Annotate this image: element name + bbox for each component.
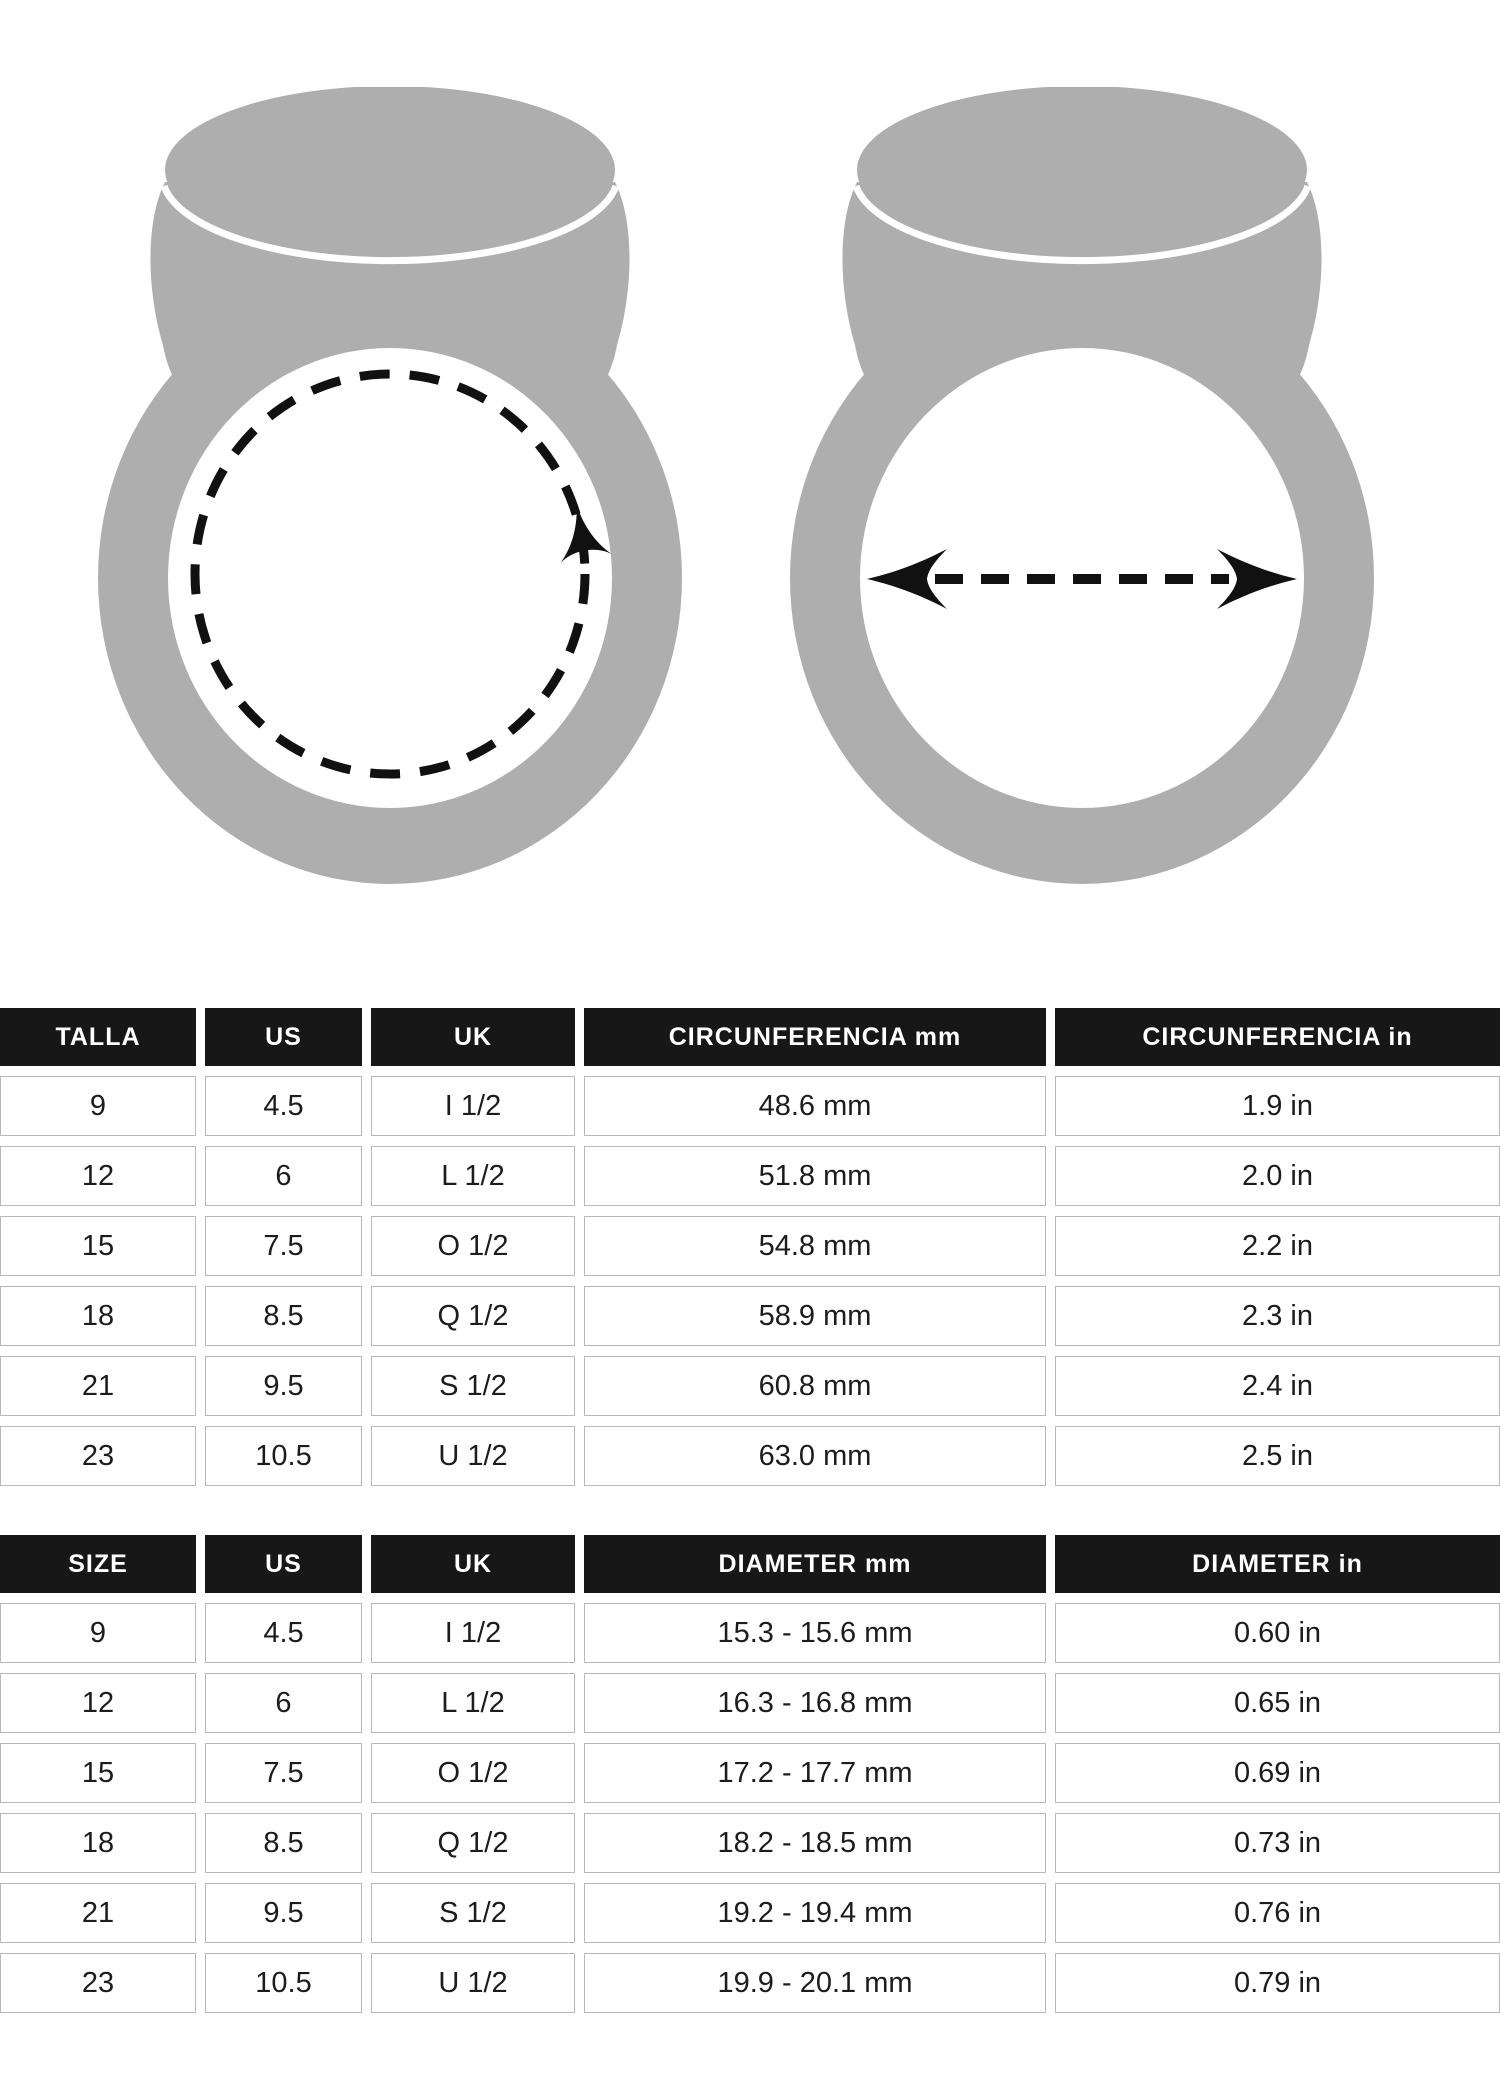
table-cell: 19.9 - 20.1 mm	[584, 1953, 1046, 2013]
circumference-dashed-arrow-icon	[190, 369, 612, 779]
table-cell: I 1/2	[371, 1076, 575, 1136]
table-cell: 4.5	[205, 1603, 362, 1663]
table-cell: 18	[0, 1286, 196, 1346]
table-cell: 9.5	[205, 1356, 362, 1416]
header-cell: US	[205, 1008, 362, 1066]
table-cell: 10.5	[205, 1953, 362, 2013]
diameter-double-arrow-icon	[867, 549, 1297, 609]
diameter-size-table: SIZE US UK DIAMETER mm DIAMETER in 9 4.5 I 1/2 1…	[0, 1535, 1500, 2013]
table-cell: I 1/2	[371, 1603, 575, 1663]
table-cell: 54.8 mm	[584, 1216, 1046, 1276]
table-cell: 1.9 in	[1055, 1076, 1500, 1136]
table-cell: 0.79 in	[1055, 1953, 1500, 2013]
table-cell: 6	[205, 1146, 362, 1206]
table-cell: 58.9 mm	[584, 1286, 1046, 1346]
table-cell: 18.2 - 18.5 mm	[584, 1813, 1046, 1873]
header-cell: TALLA	[0, 1008, 196, 1066]
table-cell: Q 1/2	[371, 1286, 575, 1346]
table-cell: S 1/2	[371, 1356, 575, 1416]
table-cell: 8.5	[205, 1813, 362, 1873]
table-cell: 15.3 - 15.6 mm	[584, 1603, 1046, 1663]
table-cell: 0.60 in	[1055, 1603, 1500, 1663]
circumference-size-table: TALLA US UK CIRCUNFERENCIA mm CIRCUNFERENCIA…	[0, 1008, 1500, 1486]
table-cell: O 1/2	[371, 1216, 575, 1276]
header-cell: UK	[371, 1535, 575, 1593]
table-cell: 10.5	[205, 1426, 362, 1486]
header-cell: UK	[371, 1008, 575, 1066]
table-cell: 23	[0, 1426, 196, 1486]
table-cell: 60.8 mm	[584, 1356, 1046, 1416]
table-cell: 0.69 in	[1055, 1743, 1500, 1803]
table-cell: 17.2 - 17.7 mm	[584, 1743, 1046, 1803]
ring-illustrations-section	[0, 0, 1500, 1008]
table-cell: 2.5 in	[1055, 1426, 1500, 1486]
table-cell: L 1/2	[371, 1673, 575, 1733]
ring-circumference-illustration	[98, 87, 682, 884]
table-cell: 15	[0, 1743, 196, 1803]
table-cell: 12	[0, 1673, 196, 1733]
table-cell: 2.2 in	[1055, 1216, 1500, 1276]
table-cell: 9	[0, 1603, 196, 1663]
table-cell: 0.73 in	[1055, 1813, 1500, 1873]
header-cell: SIZE	[0, 1535, 196, 1593]
table-cell: 16.3 - 16.8 mm	[584, 1673, 1046, 1733]
table-cell: 9	[0, 1076, 196, 1136]
table-cell: 48.6 mm	[584, 1076, 1046, 1136]
header-cell: CIRCUNFERENCIA mm	[584, 1008, 1046, 1066]
table-cell: 7.5	[205, 1216, 362, 1276]
table-cell: 2.3 in	[1055, 1286, 1500, 1346]
ring-silhouette	[790, 87, 1374, 884]
table-cell: 4.5	[205, 1076, 362, 1136]
table-cell: 18	[0, 1813, 196, 1873]
table-cell: 6	[205, 1673, 362, 1733]
table-cell: 15	[0, 1216, 196, 1276]
table-cell: 51.8 mm	[584, 1146, 1046, 1206]
table-cell: 2.4 in	[1055, 1356, 1500, 1416]
table-cell: U 1/2	[371, 1426, 575, 1486]
table-cell: 0.76 in	[1055, 1883, 1500, 1943]
header-cell: DIAMETER in	[1055, 1535, 1500, 1593]
table-cell: Q 1/2	[371, 1813, 575, 1873]
table-cell: 19.2 - 19.4 mm	[584, 1883, 1046, 1943]
table-cell: U 1/2	[371, 1953, 575, 2013]
table-cell: 21	[0, 1356, 196, 1416]
ring-silhouette	[98, 87, 682, 884]
table-cell: 0.65 in	[1055, 1673, 1500, 1733]
table-cell: 12	[0, 1146, 196, 1206]
table-cell: 7.5	[205, 1743, 362, 1803]
table-cell: 63.0 mm	[584, 1426, 1046, 1486]
table-cell: S 1/2	[371, 1883, 575, 1943]
table-cell: 8.5	[205, 1286, 362, 1346]
ring-diameter-illustration	[790, 87, 1374, 884]
table-cell: 9.5	[205, 1883, 362, 1943]
header-cell: US	[205, 1535, 362, 1593]
table-cell: 2.0 in	[1055, 1146, 1500, 1206]
table-cell: O 1/2	[371, 1743, 575, 1803]
table-cell: L 1/2	[371, 1146, 575, 1206]
size-tables-section: TALLA US UK CIRCUNFERENCIA mm CIRCUNFERENCIA…	[0, 1008, 1500, 2013]
table-cell: 21	[0, 1883, 196, 1943]
header-cell: DIAMETER mm	[584, 1535, 1046, 1593]
table-cell: 23	[0, 1953, 196, 2013]
header-cell: CIRCUNFERENCIA in	[1055, 1008, 1500, 1066]
